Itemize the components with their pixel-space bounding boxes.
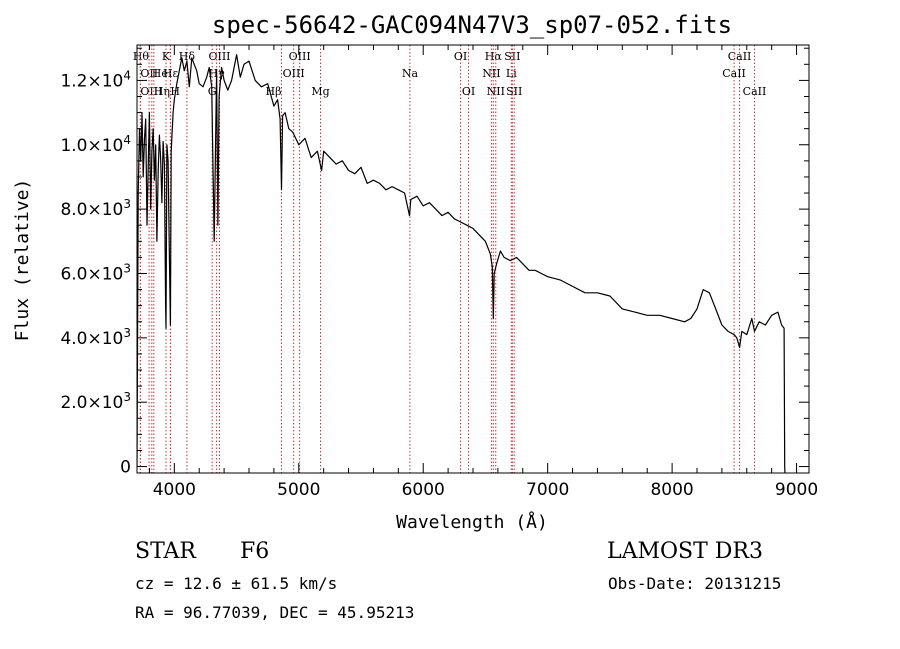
marker-label-23: Li: [506, 67, 517, 80]
marker-label-14: Hβ: [266, 85, 282, 98]
marker-label-13: OIII: [283, 67, 305, 80]
x-tick-label-0: 4000: [153, 480, 196, 500]
marker-label-0: Hθ: [133, 50, 150, 63]
marker-label-3: HeI: [152, 67, 172, 80]
line-markers: HθOIIOIIIHeIHηKHεHHδOIIIHγGOIIIOIIIHβMgN…: [133, 45, 766, 473]
marker-label-16: Na: [402, 67, 419, 80]
axes: 4000 5000 6000 7000 8000 900002.0×1034.0×1036…: [60, 44, 818, 500]
y-tick-label-6: 1.2×104: [60, 68, 131, 91]
marker-label-17: OI: [454, 50, 467, 63]
marker-label-15: Mg: [311, 85, 329, 98]
y-tick-exponent-6: 4: [123, 68, 131, 82]
y-tick-label-2: 4.0×103: [60, 326, 131, 349]
y-tick-label-0: 0: [120, 458, 131, 478]
y-tick-mantissa-0: 0: [120, 458, 131, 478]
marker-label-19: Hα: [485, 50, 503, 63]
x-tick-label-3: 7000: [526, 480, 569, 500]
coordinates: RA = 96.77039, DEC = 45.95213: [135, 603, 415, 622]
marker-label-26: CaII: [722, 67, 746, 80]
chart-title: spec-56642-GAC094N47V3_sp07-052.fits: [212, 11, 732, 39]
survey-name: LAMOST DR3: [607, 539, 763, 564]
x-tick-label-4: 8000: [650, 480, 693, 500]
marker-label-25: CaII: [728, 50, 752, 63]
y-tick-mantissa-5: 1.0×10: [60, 136, 123, 156]
y-tick-exponent-4: 3: [123, 197, 131, 211]
x-tick-label-5: 9000: [775, 480, 818, 500]
marker-label-22: SII: [504, 50, 520, 63]
y-tick-exponent-1: 3: [123, 390, 131, 404]
y-tick-mantissa-2: 4.0×10: [60, 329, 123, 349]
object-subclass: F6: [240, 539, 270, 564]
y-axis-label: Flux (relative): [12, 179, 33, 342]
x-tick-label-2: 6000: [402, 480, 445, 500]
y-tick-exponent-5: 4: [123, 133, 131, 147]
object-class: STAR: [135, 539, 196, 564]
redshift-text: cz = 12.6 ± 61.5 km/s: [135, 574, 338, 593]
y-tick-label-3: 6.0×103: [60, 261, 131, 284]
marker-label-27: CaII: [743, 85, 767, 98]
marker-label-18: OI: [462, 85, 475, 98]
x-axis-label: Wavelength (Å): [396, 511, 548, 533]
marker-label-5: K: [162, 50, 171, 63]
marker-label-21: NII: [487, 85, 505, 98]
spectrum-series: [137, 54, 786, 473]
y-tick-exponent-3: 3: [123, 261, 131, 275]
plot-frame: [136, 44, 810, 474]
marker-label-9: OIII: [208, 50, 230, 63]
y-tick-label-5: 1.0×104: [60, 133, 131, 156]
y-tick-mantissa-6: 1.2×10: [60, 71, 123, 91]
marker-label-12: OIII: [289, 50, 311, 63]
marker-label-4: Hη: [154, 85, 170, 98]
spectrum-line: [137, 54, 786, 473]
marker-label-20: NII: [482, 67, 500, 80]
obs-date: Obs-Date: 20131215: [608, 574, 782, 593]
x-tick-label-1: 5000: [277, 480, 320, 500]
y-tick-mantissa-3: 6.0×10: [60, 264, 123, 284]
y-tick-label-1: 2.0×103: [60, 390, 131, 413]
y-tick-label-4: 8.0×103: [60, 197, 131, 220]
y-tick-exponent-2: 3: [123, 326, 131, 340]
y-tick-mantissa-4: 8.0×10: [60, 200, 123, 220]
marker-label-24: SII: [506, 85, 522, 98]
y-tick-mantissa-1: 2.0×10: [60, 393, 123, 413]
